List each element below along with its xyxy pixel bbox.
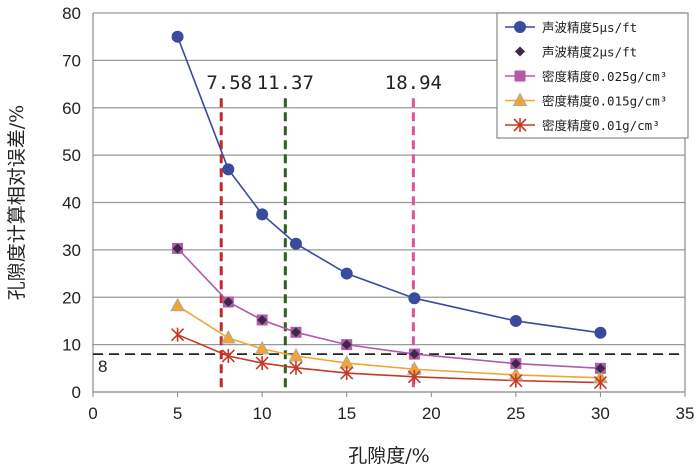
x-tick-label: 35 [676, 404, 695, 423]
legend-marker [513, 118, 527, 132]
y-tick-label: 60 [62, 99, 81, 118]
legend-label: 密度精度0.015g/cm³ [542, 94, 667, 109]
data-point [256, 208, 269, 221]
data-point [289, 360, 303, 375]
data-point [254, 340, 270, 355]
legend-label: 密度精度0.025g/cm³ [542, 69, 667, 84]
data-point [255, 356, 269, 371]
reference-line-label: 11.37 [257, 72, 314, 94]
y-tick-label: 80 [62, 4, 81, 23]
data-point [170, 297, 185, 312]
y-tick-label: 40 [62, 194, 81, 213]
data-point [595, 363, 606, 374]
x-tick-label: 15 [337, 404, 356, 423]
data-point [223, 296, 234, 307]
series-line [177, 333, 601, 384]
x-tick-label: 30 [591, 404, 610, 423]
data-point [408, 292, 421, 305]
series-line [177, 305, 601, 379]
x-tick-label: 20 [422, 404, 441, 423]
data-point [407, 369, 421, 384]
x-tick-label: 25 [506, 404, 525, 423]
data-point [171, 327, 185, 342]
data-point [222, 163, 235, 176]
y-tick-label: 30 [62, 241, 81, 260]
y-tick-label: 20 [62, 288, 81, 307]
data-point [340, 366, 354, 381]
reference-line-label: 18.94 [385, 72, 442, 94]
legend-marker [512, 92, 528, 106]
legend-label: 声波精度5μs/ft [542, 20, 637, 35]
x-tick-label: 0 [88, 404, 97, 423]
data-point [509, 314, 522, 327]
legend-marker [514, 21, 526, 33]
data-point [409, 349, 420, 360]
data-point [172, 243, 183, 254]
data-point [593, 375, 607, 390]
legend-marker [515, 46, 525, 57]
y-tick-label: 70 [62, 51, 81, 70]
x-tick-label: 10 [253, 404, 272, 423]
data-point [510, 358, 521, 369]
x-tick-label: 5 [173, 404, 182, 423]
data-point [509, 373, 523, 388]
data-point [290, 327, 301, 338]
y-tick-label: 10 [62, 336, 81, 355]
data-point [171, 30, 184, 43]
data-point [220, 329, 236, 344]
x-axis-label: 孔隙度/% [348, 445, 429, 467]
series-line [176, 36, 601, 334]
y-axis-label: 孔隙度计算相对误差/% [6, 105, 28, 300]
data-point [257, 314, 268, 325]
series-line [176, 247, 601, 370]
y-tick-label: 50 [62, 146, 81, 165]
legend-label: 声波精度2μs/ft [542, 45, 637, 60]
data-point [341, 339, 352, 350]
data-point [340, 267, 353, 280]
y-tick-label: 0 [72, 383, 81, 402]
data-point [594, 326, 607, 339]
data-point [221, 348, 235, 363]
reference-line-label: 8 [98, 357, 107, 376]
legend-label: 密度精度0.01g/cm³ [542, 118, 660, 133]
legend-marker [514, 70, 526, 82]
reference-line-label: 7.58 [206, 72, 252, 94]
data-point [289, 237, 302, 250]
